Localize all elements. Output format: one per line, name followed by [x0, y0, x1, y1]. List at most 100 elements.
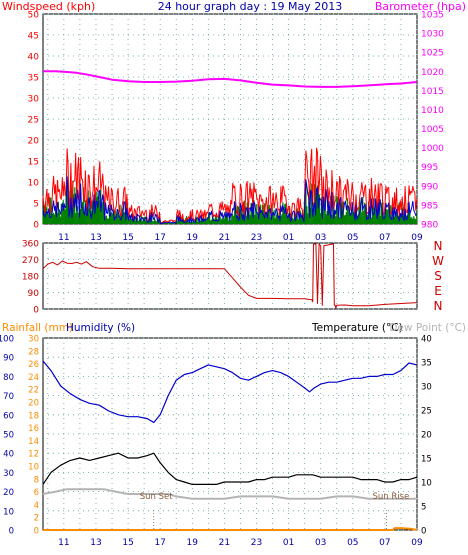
hour-tick-label: 23: [251, 538, 262, 548]
hour-tick-label: 05: [347, 233, 358, 243]
humidity-line: [42, 360, 418, 424]
rainfall-tick-label: 16: [28, 424, 39, 434]
barometer-tick-label: 1030: [421, 30, 444, 40]
rainfall-tick-label: 28: [28, 347, 39, 357]
hour-tick-label: 21: [219, 233, 230, 243]
compass-label: N: [434, 239, 443, 253]
temperature-tick-label: 15: [421, 455, 432, 465]
hour-tick-label: 19: [187, 233, 199, 243]
barometer-tick-label: 1025: [421, 49, 444, 59]
humidity-tick-label: 10: [3, 507, 14, 517]
temperature-tick-label: 20: [421, 431, 432, 441]
temperature-tick-label: 25: [421, 407, 432, 417]
sun-marker-label: Sun Set: [140, 492, 173, 502]
hour-tick-label: 03: [315, 538, 326, 548]
hour-tick-label: 07: [379, 233, 390, 243]
compass-label: E: [434, 284, 442, 298]
compass-label: N: [434, 299, 443, 313]
sun-marker-label: Sun Rise: [373, 492, 410, 502]
barometer-line: [43, 70, 418, 88]
humidity-tick-label: 70: [3, 392, 14, 402]
hour-tick-label: 15: [122, 538, 133, 548]
rainfall-tick-label: 10: [28, 463, 39, 473]
windspeed-tick-label: 10: [28, 179, 40, 189]
hour-tick-label: 23: [251, 233, 262, 243]
direction-tick-label: 180: [22, 273, 39, 283]
dewpoint-line: [42, 488, 417, 500]
rainfall-tick-label: 22: [28, 386, 39, 396]
hour-tick-label: 11: [58, 233, 69, 243]
hour-tick-label: 09: [411, 538, 423, 548]
barometer-tick-label: 1015: [421, 87, 444, 97]
barometer-tick-label: 980: [421, 221, 438, 231]
hour-tick-label: 13: [90, 233, 101, 243]
barometer-tick-label: 995: [421, 163, 438, 173]
hour-tick-label: 19: [187, 538, 199, 548]
temperature-tick-label: 40: [421, 335, 432, 345]
temperature-tick-label: 5: [421, 503, 426, 513]
temperature-plot-frame: [42, 337, 418, 531]
windspeed-axis-title: Windspeed (kph): [2, 0, 95, 13]
hour-tick-label: 07: [379, 538, 390, 548]
rainfall-tick-label: 0: [34, 527, 39, 537]
direction-grid: [43, 242, 418, 310]
rainfall-tick-label: 18: [28, 411, 39, 421]
temperature-grid: [43, 337, 418, 531]
direction-tick-label: 270: [22, 256, 39, 266]
humidity-axis-title: Humidity (%): [66, 322, 135, 334]
barometer-tick-label: 1005: [421, 125, 444, 135]
hour-tick-label: 03: [315, 233, 326, 243]
windspeed-tick-label: 40: [28, 53, 40, 63]
humidity-tick-label: 30: [3, 469, 14, 479]
barometer-tick-label: 1035: [421, 11, 444, 21]
rainfall-axis-title: Rainfall (mm): [2, 322, 73, 334]
humidity-tick-label: 50: [3, 431, 14, 441]
temperature-axis-title: Temperature (°C): [311, 322, 403, 334]
windspeed-tick-label: 35: [28, 74, 39, 84]
hour-tick-label: 13: [90, 538, 101, 548]
rainfall-tick-label: 8: [34, 475, 39, 485]
rainfall-tick-label: 12: [28, 450, 39, 460]
hour-tick-label: 17: [154, 233, 165, 243]
humidity-tick-label: 60: [3, 411, 14, 421]
hour-tick-label: 09: [411, 233, 423, 243]
hour-tick-label: 21: [219, 538, 230, 548]
windspeed-tick-label: 30: [28, 95, 40, 105]
humidity-tick-label: 20: [3, 488, 14, 498]
rainfall-tick-label: 20: [28, 399, 39, 409]
windspeed-tick-label: 0: [33, 221, 39, 231]
temperature-tick-label: 0: [421, 527, 426, 537]
rainfall-tick-label: 2: [34, 514, 39, 524]
hour-tick-label: 01: [283, 538, 294, 548]
barometer-tick-label: 1010: [421, 106, 444, 116]
barometer-tick-label: 990: [421, 182, 438, 192]
direction-tick-label: 0: [33, 306, 39, 316]
windspeed-tick-label: 50: [28, 11, 40, 21]
sun-markers: Sun Set Sun Rise: [140, 492, 410, 530]
direction-plot-frame: [42, 242, 418, 310]
rainfall-tick-label: 6: [34, 488, 39, 498]
barometer-tick-label: 1020: [421, 68, 444, 78]
rainfall-tick-label: 26: [28, 360, 39, 370]
compass-label: W: [432, 254, 444, 268]
humidity-tick-label: 0: [9, 527, 14, 537]
rainfall-tick-label: 30: [28, 335, 39, 345]
direction-tick-label: 90: [28, 289, 40, 299]
temperature-tick-label: 10: [421, 479, 432, 489]
humidity-tick-label: 40: [3, 450, 14, 460]
hour-tick-label: 01: [283, 233, 294, 243]
dewpoint-axis-title: Dew Point (°C): [389, 322, 466, 334]
barometer-axis-title: Barometer (hpa): [375, 0, 466, 13]
windspeed-tick-label: 5: [33, 200, 39, 210]
average-wind-line: [42, 176, 418, 224]
humidity-tick-label: 100: [0, 335, 14, 345]
average-wind-series: [42, 176, 418, 224]
humidity-tick-label: 80: [3, 373, 14, 383]
hour-tick-label: 05: [347, 538, 358, 548]
barometer-tick-label: 985: [421, 201, 438, 211]
windspeed-tick-label: 20: [28, 137, 40, 147]
direction-tick-label: 360: [22, 240, 39, 250]
chart-title: 24 hour graph day : 19 May 2013: [158, 0, 343, 13]
compass-label: S: [434, 269, 442, 283]
temperature-tick-label: 35: [421, 359, 432, 369]
